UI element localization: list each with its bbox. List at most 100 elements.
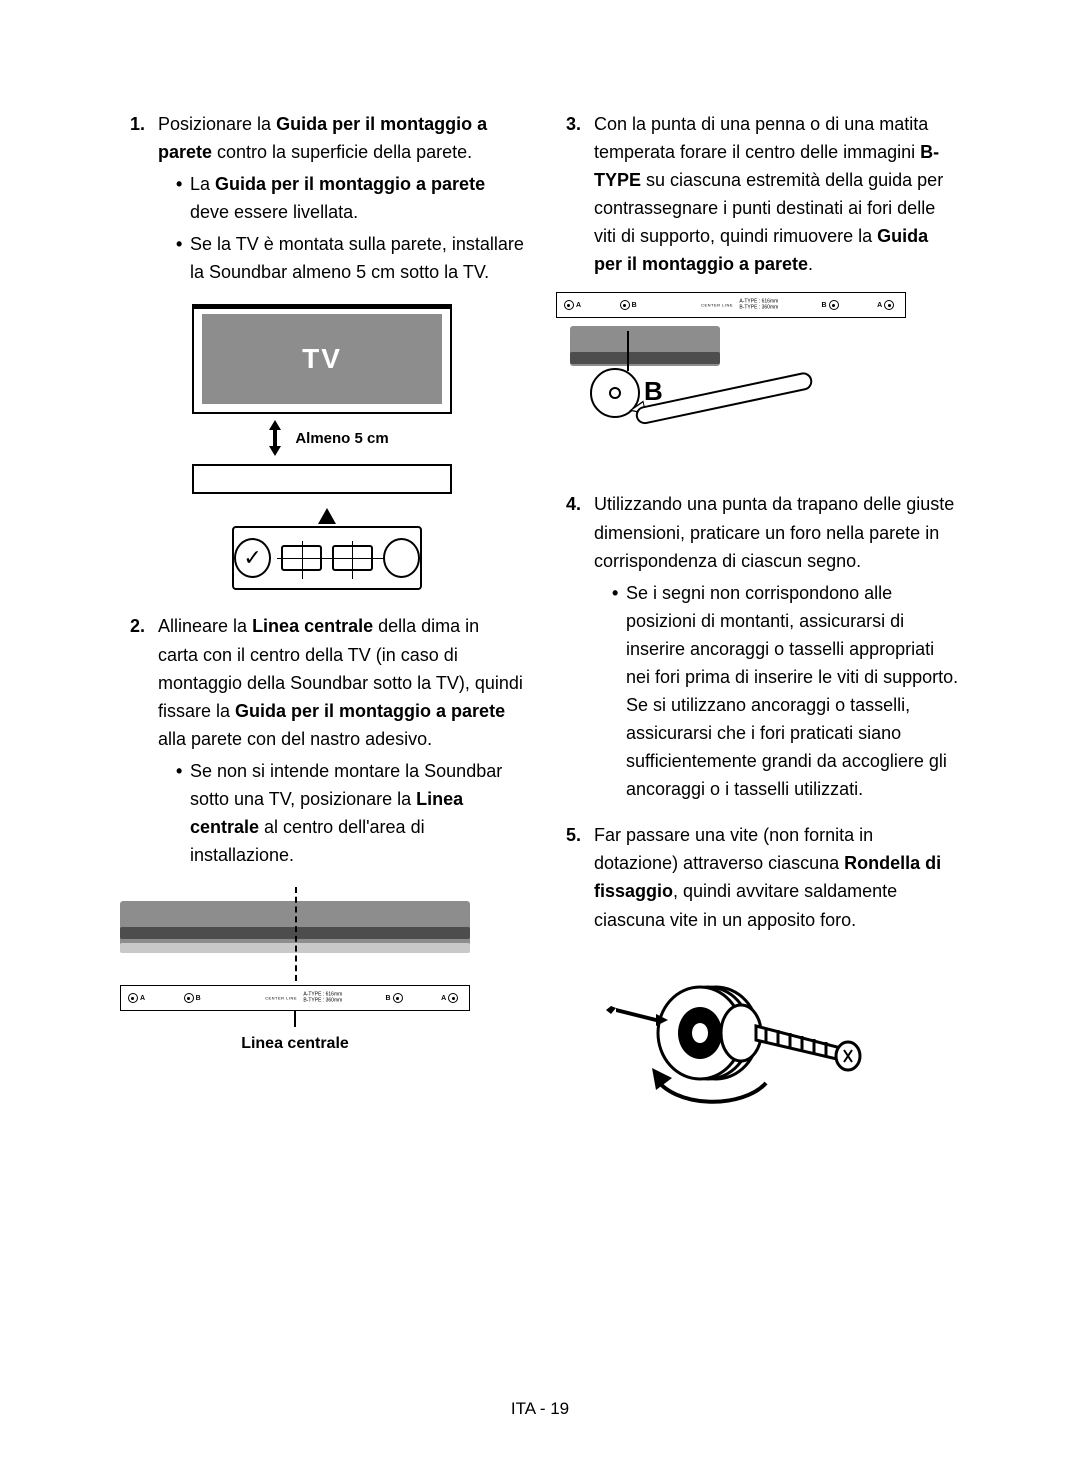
strip-mark-b: B bbox=[184, 993, 201, 1003]
step-body: Utilizzando una punta da trapano delle g… bbox=[594, 490, 960, 807]
bullet-item: Se la TV è montata sulla parete, install… bbox=[176, 230, 524, 286]
text: Posizionare la bbox=[158, 114, 276, 134]
text-bold: Linea centrale bbox=[252, 616, 373, 636]
bullet-item: Se i segni non corrispondono alle posizi… bbox=[612, 579, 960, 804]
check-icon: ✓ bbox=[243, 547, 261, 569]
figure-caption: Linea centrale bbox=[120, 1035, 470, 1053]
b-mark-icon bbox=[609, 387, 621, 399]
hole-icon bbox=[383, 538, 420, 578]
wall-guide-strip: CENTER LINE A-TYPE : 616mm B-TYPE : 360m… bbox=[556, 292, 906, 318]
strip-type-label: A-TYPE : 616mm B-TYPE : 360mm bbox=[739, 300, 778, 311]
pointer-up-icon bbox=[318, 508, 336, 524]
text: Far passare una vite (non fornita in dot… bbox=[594, 825, 873, 873]
strip-type-label: A-TYPE : 616mm B-TYPE : 360mm bbox=[303, 993, 342, 1004]
soundbar-graphic bbox=[120, 887, 470, 981]
step-number: 1. bbox=[130, 110, 148, 290]
mark-ring-icon bbox=[884, 300, 894, 310]
text-bold: Guida per il montaggio a parete bbox=[215, 174, 485, 194]
mark-ring-icon bbox=[128, 993, 138, 1003]
screw-washer-svg bbox=[556, 948, 906, 1118]
gap-label: Almeno 5 cm bbox=[295, 430, 388, 447]
strip-mark-a: A bbox=[128, 993, 145, 1003]
strip-mark-b: B bbox=[620, 300, 637, 310]
mark-label: B bbox=[196, 995, 201, 1002]
text-bold: Guida per il montaggio a parete bbox=[235, 701, 505, 721]
text: Se i segni non corrispondono alle posizi… bbox=[626, 583, 958, 800]
soundbar-outline bbox=[192, 464, 452, 494]
step-body: Con la punta di una penna o di una matit… bbox=[594, 110, 960, 278]
mark-label: B bbox=[385, 995, 390, 1002]
mark-ring-icon bbox=[393, 993, 403, 1003]
step-number: 2. bbox=[130, 612, 148, 873]
figure-mark-b: CENTER LINE A-TYPE : 616mm B-TYPE : 360m… bbox=[556, 292, 906, 468]
text: Con la punta di una penna o di una matit… bbox=[594, 114, 928, 162]
mark-label: A bbox=[576, 302, 581, 309]
arrow-updown-icon bbox=[265, 420, 285, 456]
text: La bbox=[190, 174, 215, 194]
soundbar-front bbox=[570, 352, 720, 364]
mark-ring-icon bbox=[829, 300, 839, 310]
text: contro la superficie della parete. bbox=[212, 142, 472, 162]
text: alla parete con del nastro adesivo. bbox=[158, 729, 432, 749]
lead-line bbox=[627, 331, 629, 371]
left-column: 1. Posizionare la Guida per il montaggio… bbox=[130, 110, 524, 1140]
strip-center-label: CENTER LINE bbox=[265, 996, 297, 1001]
bullet-list: Se non si intende montare la Soundbar so… bbox=[158, 757, 524, 869]
text: . bbox=[808, 254, 813, 274]
step-number: 3. bbox=[566, 110, 584, 278]
figure-tv-soundbar: TV Almeno 5 cm ✓ bbox=[192, 304, 462, 590]
strip-mark-b: B bbox=[385, 993, 402, 1003]
bullet-item: La Guida per il montaggio a parete deve … bbox=[176, 170, 524, 226]
tv-outline: TV bbox=[192, 304, 452, 414]
mark-label: B bbox=[821, 302, 826, 309]
figure-center-line: CENTER LINE A-TYPE : 616mm B-TYPE : 360m… bbox=[120, 887, 470, 1053]
strip-center-label: CENTER LINE bbox=[701, 303, 733, 308]
text: deve essere livellata. bbox=[190, 202, 358, 222]
mark-label: A bbox=[877, 302, 882, 309]
step-1: 1. Posizionare la Guida per il montaggio… bbox=[130, 110, 524, 290]
step-4: 4. Utilizzando una punta da trapano dell… bbox=[566, 490, 960, 807]
tv-screen: TV bbox=[202, 314, 442, 404]
two-column-layout: 1. Posizionare la Guida per il montaggio… bbox=[130, 110, 960, 1140]
level-ok-icon: ✓ bbox=[234, 538, 271, 578]
text: B-TYPE : 360mm bbox=[303, 997, 342, 1003]
strip-mark-a: A bbox=[564, 300, 581, 310]
step-body: Posizionare la Guida per il montaggio a … bbox=[158, 110, 524, 290]
mark-label: A bbox=[140, 995, 145, 1002]
mark-ring-icon bbox=[620, 300, 630, 310]
step-number: 5. bbox=[566, 821, 584, 933]
text: Se la TV è montata sulla parete, install… bbox=[190, 234, 524, 282]
step-3: 3. Con la punta di una penna o di una ma… bbox=[566, 110, 960, 278]
step-number: 4. bbox=[566, 490, 584, 807]
tv-label: TV bbox=[302, 343, 342, 375]
strip-mark-a: A bbox=[877, 300, 894, 310]
mark-label: B bbox=[632, 302, 637, 309]
mark-ring-icon bbox=[184, 993, 194, 1003]
mark-label: A bbox=[441, 995, 446, 1002]
center-dash-line bbox=[295, 887, 297, 981]
mark-ring-icon bbox=[448, 993, 458, 1003]
strip-mark-b: B bbox=[821, 300, 838, 310]
wall-guide-strip: CENTER LINE A-TYPE : 616mm B-TYPE : 360m… bbox=[120, 985, 470, 1011]
mark-ring-icon bbox=[564, 300, 574, 310]
text: Allineare la bbox=[158, 616, 252, 636]
bullet-list: Se i segni non corrispondono alle posizi… bbox=[594, 579, 960, 804]
text: Utilizzando una punta da trapano delle g… bbox=[594, 494, 954, 570]
strip-mark-a: A bbox=[441, 993, 458, 1003]
step-5: 5. Far passare una vite (non fornita in … bbox=[566, 821, 960, 933]
step-body: Allineare la Linea centrale della dima i… bbox=[158, 612, 524, 873]
step-body: Far passare una vite (non fornita in dot… bbox=[594, 821, 960, 933]
figure-screw-washer bbox=[556, 948, 906, 1118]
right-column: 3. Con la punta di una penna o di una ma… bbox=[566, 110, 960, 1140]
mount-slot-icon bbox=[281, 545, 322, 571]
bullet-item: Se non si intende montare la Soundbar so… bbox=[176, 757, 524, 869]
gap-row: Almeno 5 cm bbox=[192, 420, 462, 456]
center-tick bbox=[294, 1011, 296, 1027]
text: B-TYPE : 360mm bbox=[739, 304, 778, 310]
step-2: 2. Allineare la Linea centrale della dim… bbox=[130, 612, 524, 873]
detail-callout: ✓ bbox=[232, 526, 422, 590]
below-strip: B bbox=[556, 318, 906, 468]
page-footer: ITA - 19 bbox=[0, 1399, 1080, 1419]
mount-slot-icon bbox=[332, 545, 373, 571]
bullet-list: La Guida per il montaggio a parete deve … bbox=[158, 170, 524, 286]
